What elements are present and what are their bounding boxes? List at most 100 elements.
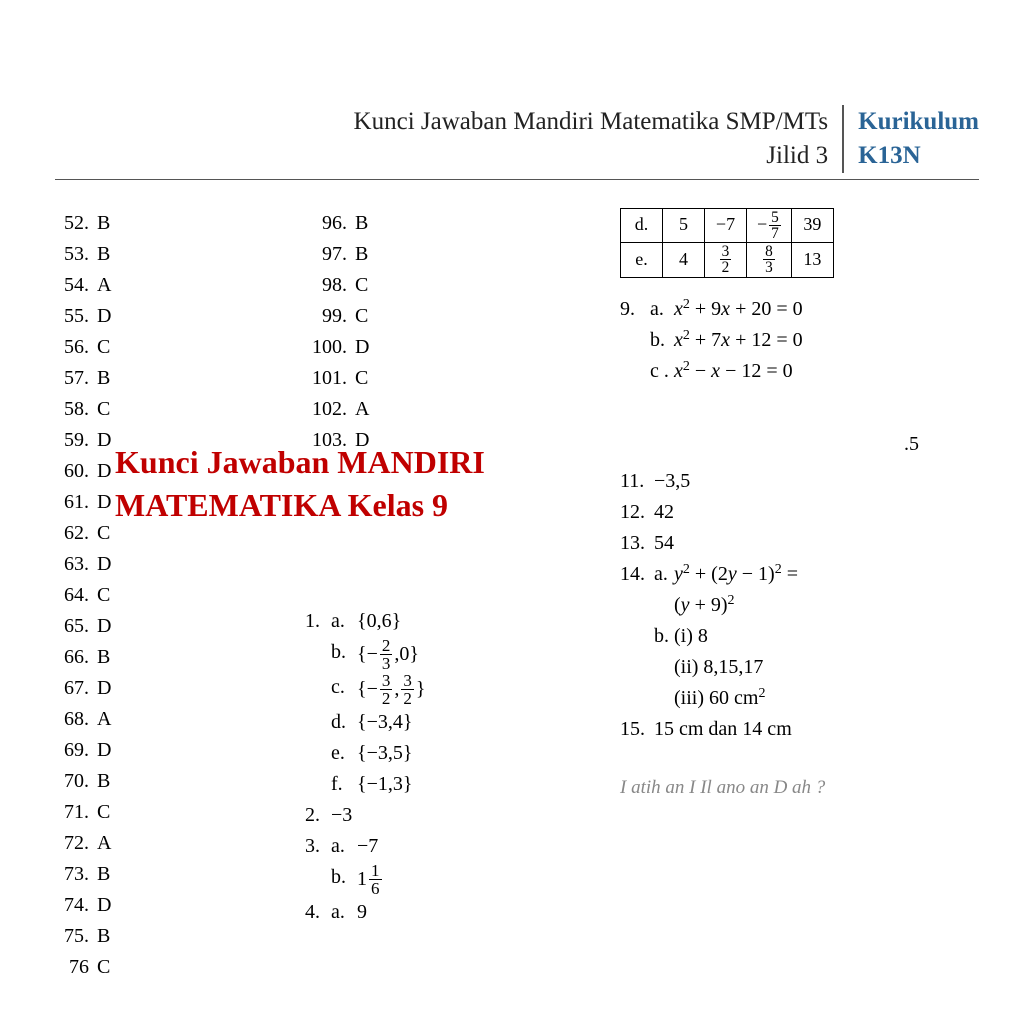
- answer-num: 54.: [55, 270, 93, 301]
- list-item: b. x2 + 7x + 12 = 0: [620, 325, 979, 356]
- answer-val: C: [93, 797, 110, 828]
- answer-val: C: [93, 952, 110, 983]
- sub-label: a.: [331, 606, 357, 637]
- sub-label: f.: [331, 769, 357, 800]
- answer-row: 96.B: [305, 208, 620, 239]
- answer-row: 74.D: [55, 890, 305, 921]
- answer-row: 75.B: [55, 921, 305, 952]
- answer-num: 64.: [55, 580, 93, 611]
- answer-row: 67.D: [55, 673, 305, 704]
- answer-val: C: [351, 270, 368, 301]
- item-val: (y + 9)2: [674, 594, 735, 616]
- answer-num: 72.: [55, 828, 93, 859]
- item-num: 11.: [620, 466, 654, 497]
- item-num: 14.: [620, 559, 654, 590]
- answer-num: 61.: [55, 487, 93, 518]
- answer-val: B: [351, 208, 368, 239]
- sub-label: a.: [654, 559, 674, 590]
- page: Kunci Jawaban Mandiri Matematika SMP/MTs…: [0, 0, 1024, 983]
- answer-val: D: [93, 301, 111, 332]
- answer-row: 60.D: [55, 456, 305, 487]
- answer-row: 66.B: [55, 642, 305, 673]
- answer-row: 99.C: [305, 301, 620, 332]
- answer-row: 53.B: [55, 239, 305, 270]
- list-item: 1. a. {0,6}: [305, 606, 620, 637]
- item-num: 3.: [305, 831, 331, 862]
- list-item: 3. a. −7: [305, 831, 620, 862]
- answer-num: 59.: [55, 425, 93, 456]
- answer-val: D: [93, 425, 111, 456]
- answer-num: 63.: [55, 549, 93, 580]
- list-item: b. {−23,0}: [305, 637, 620, 672]
- list-item: d. {−3,4}: [305, 707, 620, 738]
- answer-row: 57.B: [55, 363, 305, 394]
- answer-val: C: [93, 332, 110, 363]
- answer-val: D: [93, 735, 111, 766]
- item-num: 12.: [620, 497, 654, 528]
- answer-val: D: [93, 890, 111, 921]
- answer-val: C: [351, 363, 368, 394]
- right-line2: K13N: [858, 142, 921, 169]
- item-num: 2.: [305, 800, 331, 831]
- item-val: 54: [654, 528, 674, 559]
- list-item: c . x2 − x − 12 = 0: [620, 356, 979, 387]
- list-item: c. {−32, 32}: [305, 672, 620, 707]
- sub-label: b.: [331, 637, 357, 672]
- sub-label: d.: [331, 707, 357, 738]
- right-line1: Kurikulum: [858, 108, 979, 135]
- item-val: −7: [357, 831, 378, 862]
- answer-row: 58.C: [55, 394, 305, 425]
- answer-val: C: [93, 394, 110, 425]
- answer-row: 102.A: [305, 394, 620, 425]
- item-num: 15.: [620, 714, 654, 745]
- answer-val: D: [93, 673, 111, 704]
- table-row: e. 4 32 83 13: [621, 243, 834, 278]
- content: 52.B53.B54.A55.D56.C57.B58.C59.D60.D61.D…: [55, 208, 979, 983]
- answer-num: 65.: [55, 611, 93, 642]
- sub-label: b.: [650, 325, 674, 356]
- list-item: f. {−1,3}: [305, 769, 620, 800]
- item-val: 42: [654, 497, 674, 528]
- table-cell: e.: [621, 243, 663, 278]
- footer-text: I atih an I Il ano an D ah ?: [620, 773, 979, 802]
- answer-row: 64.C: [55, 580, 305, 611]
- sub-label: a.: [331, 831, 357, 862]
- answer-num: 97.: [305, 239, 351, 270]
- answer-num: 100.: [305, 332, 351, 363]
- sub-label: e.: [331, 738, 357, 769]
- table-cell: −7: [705, 208, 747, 243]
- answer-val: C: [93, 518, 110, 549]
- answer-num: 55.: [55, 301, 93, 332]
- sub-label: b.: [331, 862, 357, 897]
- list-item: 9. a. x2 + 9x + 20 = 0: [620, 294, 979, 325]
- answer-num: 98.: [305, 270, 351, 301]
- answer-row: 98.C: [305, 270, 620, 301]
- sub-label: c .: [650, 356, 674, 387]
- table-cell: 13: [791, 243, 833, 278]
- item-val: {−1,3}: [357, 769, 412, 800]
- answer-num: 68.: [55, 704, 93, 735]
- answer-val: D: [93, 487, 111, 518]
- answer-row: 69.D: [55, 735, 305, 766]
- answer-num: 96.: [305, 208, 351, 239]
- title-line1: Kunci Jawaban Mandiri Matematika SMP/MTs: [354, 108, 829, 135]
- item-val: x2 + 9x + 20 = 0: [674, 294, 803, 325]
- answer-val: B: [93, 363, 110, 394]
- answer-num: 52.: [55, 208, 93, 239]
- answer-num: 99.: [305, 301, 351, 332]
- answer-val: D: [93, 611, 111, 642]
- answer-row: 97.B: [305, 239, 620, 270]
- answer-row: 73.B: [55, 859, 305, 890]
- mini-table: d. 5 −7 −57 39 e. 4 32 83 13: [620, 208, 834, 278]
- answer-num: 70.: [55, 766, 93, 797]
- answer-num: 57.: [55, 363, 93, 394]
- header-curriculum: Kurikulum K13N: [844, 105, 979, 173]
- answer-row: 101.C: [305, 363, 620, 394]
- answer-val: D: [351, 332, 369, 363]
- answer-row: 55.D: [55, 301, 305, 332]
- stray-text: .5: [620, 429, 979, 460]
- answer-num: 56.: [55, 332, 93, 363]
- sub-label: c.: [331, 672, 357, 707]
- table-cell: 5: [663, 208, 705, 243]
- answer-val: D: [351, 425, 369, 456]
